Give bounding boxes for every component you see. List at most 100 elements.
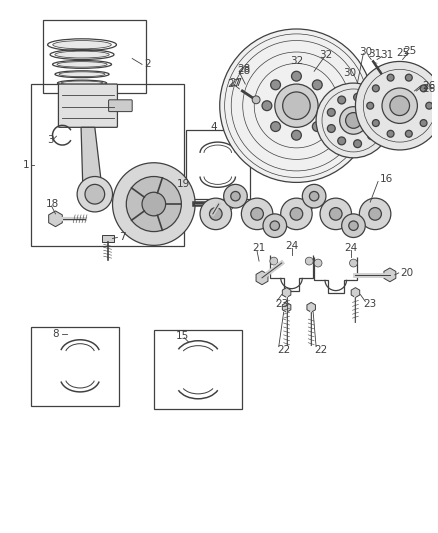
Circle shape [271, 122, 280, 132]
Circle shape [251, 207, 263, 220]
Circle shape [220, 29, 373, 182]
Text: 24: 24 [285, 241, 298, 252]
Circle shape [350, 259, 357, 267]
Circle shape [387, 74, 394, 81]
Text: 23: 23 [363, 300, 377, 309]
Polygon shape [351, 288, 360, 297]
Text: 16: 16 [380, 174, 393, 184]
Polygon shape [285, 196, 322, 214]
Text: 24: 24 [344, 243, 357, 253]
Circle shape [372, 85, 379, 92]
Bar [32, 84, 184, 246]
Text: 3: 3 [48, 135, 54, 145]
Text: 26: 26 [422, 81, 435, 91]
Circle shape [209, 207, 222, 220]
Circle shape [359, 198, 391, 230]
Circle shape [372, 119, 379, 126]
Circle shape [309, 191, 319, 201]
Bar [102, 235, 113, 243]
Text: 31: 31 [368, 49, 381, 59]
Circle shape [342, 214, 365, 238]
Circle shape [353, 93, 361, 101]
Circle shape [126, 176, 181, 231]
Polygon shape [283, 288, 291, 297]
Circle shape [338, 96, 346, 104]
Circle shape [327, 108, 335, 116]
Circle shape [85, 184, 105, 204]
Circle shape [305, 257, 313, 265]
Text: 28: 28 [237, 66, 251, 76]
Circle shape [320, 198, 352, 230]
Circle shape [312, 80, 322, 90]
Text: 28: 28 [237, 64, 251, 74]
Polygon shape [283, 302, 291, 312]
Circle shape [367, 132, 375, 140]
FancyBboxPatch shape [58, 84, 117, 127]
Ellipse shape [55, 51, 109, 58]
Circle shape [270, 257, 278, 265]
Text: 27: 27 [230, 78, 243, 88]
Circle shape [382, 88, 417, 124]
Text: 4: 4 [211, 123, 218, 132]
Circle shape [271, 80, 280, 90]
Text: 1: 1 [23, 160, 30, 169]
Text: 31: 31 [380, 50, 393, 60]
Text: 25: 25 [396, 47, 409, 58]
Text: 22: 22 [314, 345, 327, 354]
FancyBboxPatch shape [109, 100, 132, 111]
Text: 32: 32 [290, 56, 303, 67]
Ellipse shape [61, 81, 103, 85]
Circle shape [349, 221, 358, 230]
Circle shape [321, 101, 331, 111]
Polygon shape [256, 271, 268, 285]
Bar [154, 330, 242, 409]
Circle shape [406, 74, 412, 81]
Text: 32: 32 [319, 50, 332, 60]
Text: 30: 30 [359, 46, 372, 56]
Text: 2: 2 [144, 59, 151, 69]
Circle shape [142, 192, 166, 216]
Circle shape [224, 184, 247, 208]
Circle shape [77, 176, 113, 212]
Circle shape [329, 207, 342, 220]
Circle shape [283, 92, 310, 119]
Ellipse shape [53, 41, 111, 49]
Text: 7: 7 [120, 232, 126, 243]
Circle shape [241, 198, 273, 230]
Bar [186, 130, 250, 199]
Polygon shape [49, 211, 62, 227]
Circle shape [262, 101, 272, 111]
Circle shape [263, 214, 286, 238]
Text: 19: 19 [177, 180, 190, 189]
Circle shape [373, 117, 381, 124]
Text: 27: 27 [228, 79, 241, 89]
Text: 30: 30 [344, 68, 357, 78]
Circle shape [281, 198, 312, 230]
Circle shape [426, 102, 433, 109]
Circle shape [270, 221, 279, 230]
Text: 26: 26 [422, 84, 435, 94]
Circle shape [367, 102, 374, 109]
Polygon shape [245, 214, 283, 225]
Circle shape [340, 107, 367, 134]
Circle shape [312, 122, 322, 132]
Circle shape [420, 85, 427, 92]
Circle shape [302, 184, 326, 208]
Circle shape [113, 163, 195, 245]
Circle shape [369, 207, 381, 220]
Text: 18: 18 [46, 199, 59, 209]
Circle shape [356, 61, 438, 150]
Text: 23: 23 [275, 300, 288, 309]
Circle shape [200, 198, 232, 230]
Circle shape [406, 130, 412, 137]
Circle shape [252, 96, 260, 104]
Ellipse shape [57, 62, 107, 67]
Circle shape [420, 119, 427, 126]
Circle shape [275, 84, 318, 127]
Text: 8: 8 [53, 329, 59, 339]
Polygon shape [307, 302, 315, 312]
Circle shape [316, 83, 391, 158]
Circle shape [346, 112, 361, 128]
Text: 21: 21 [252, 243, 265, 253]
Circle shape [390, 96, 410, 116]
